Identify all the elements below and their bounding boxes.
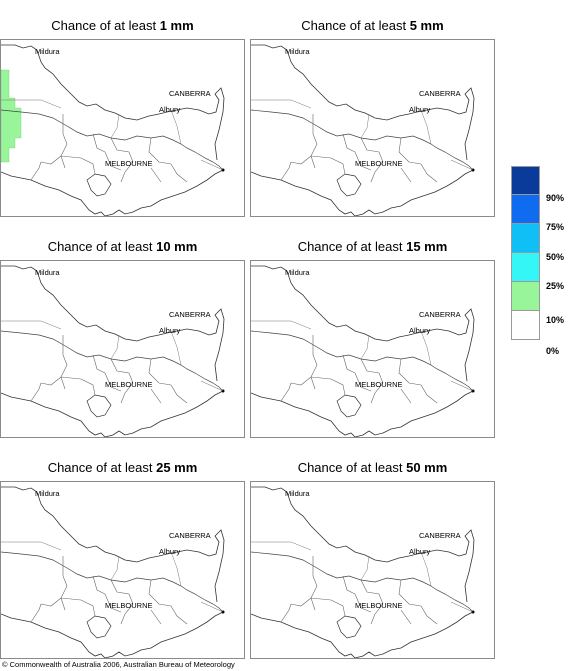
map-svg: Mildura CANBERRA Albury MELBOURNE: [251, 486, 475, 658]
panel-5mm: Chance of at least 5 mm Mildura CANBERRA…: [250, 18, 495, 218]
legend-swatch-0-10: [511, 311, 540, 340]
legend-swatch-75-90: [511, 195, 540, 224]
map-25mm: Mildura CANBERRA Albury MELBOURNE: [0, 481, 245, 659]
title-amount: 10 mm: [156, 239, 198, 254]
map-svg: Mildura CANBERRA Albury MELBOURNE: [251, 265, 475, 437]
title-prefix: Chance of at least: [47, 460, 153, 475]
map-svg: Mildura CANBERRA Albury MELBOURNE: [1, 265, 225, 437]
label-mildura: Mildura: [285, 268, 310, 277]
panel-1mm: Chance of at least 1 mm Mildura CANBERRA…: [0, 18, 245, 218]
panel-title: Chance of at least 5 mm: [250, 18, 495, 33]
map-svg: Mildura CANBERRA Albury MELBOURNE: [1, 486, 225, 658]
legend-swatch-90-100: [511, 166, 540, 195]
label-melbourne: MELBOURNE: [105, 380, 153, 389]
title-amount: 15 mm: [406, 239, 448, 254]
panel-title: Chance of at least 10 mm: [0, 239, 245, 254]
label-melbourne: MELBOURNE: [355, 601, 403, 610]
legend-tick-50: 50%: [546, 252, 565, 262]
label-canberra: CANBERRA: [169, 89, 211, 98]
label-mildura: Mildura: [285, 47, 310, 56]
title-amount: 5 mm: [409, 18, 444, 33]
label-canberra: CANBERRA: [169, 531, 211, 540]
label-canberra: CANBERRA: [419, 89, 461, 98]
label-melbourne: MELBOURNE: [105, 601, 153, 610]
legend-tick-75: 75%: [546, 222, 565, 232]
panel-15mm: Chance of at least 15 mm Mildura CANBERR…: [250, 239, 495, 439]
label-melbourne: MELBOURNE: [355, 380, 403, 389]
legend-swatch-25-50: [511, 253, 540, 282]
panel-title: Chance of at least 50 mm: [250, 460, 495, 475]
map-5mm: Mildura CANBERRA Albury MELBOURNE: [250, 39, 495, 217]
legend-swatch-10-25: [511, 282, 540, 311]
label-mildura: Mildura: [35, 47, 60, 56]
copyright-notice: © Commonwealth of Australia 2006, Austra…: [2, 660, 235, 669]
title-prefix: Chance of at least: [51, 18, 157, 33]
label-mildura: Mildura: [35, 489, 60, 498]
legend-tick-25: 25%: [546, 281, 565, 291]
label-albury: Albury: [409, 326, 431, 335]
title-prefix: Chance of at least: [297, 239, 403, 254]
legend-swatch-50-75: [511, 224, 540, 253]
label-canberra: CANBERRA: [169, 310, 211, 319]
map-svg: Mildura CANBERRA Albury MELBOURNE: [251, 44, 475, 216]
map-1mm: Mildura CANBERRA Albury MELBOURNE: [0, 39, 245, 217]
label-albury: Albury: [409, 547, 431, 556]
panel-title: Chance of at least 1 mm: [0, 18, 245, 33]
label-albury: Albury: [159, 326, 181, 335]
map-15mm: Mildura CANBERRA Albury MELBOURNE: [250, 260, 495, 438]
label-canberra: CANBERRA: [419, 310, 461, 319]
map-svg: Mildura CANBERRA Albury MELBOURNE: [1, 44, 225, 216]
title-prefix: Chance of at least: [47, 239, 153, 254]
title-amount: 25 mm: [156, 460, 198, 475]
label-albury: Albury: [159, 105, 181, 114]
label-albury: Albury: [159, 547, 181, 556]
label-albury: Albury: [409, 105, 431, 114]
label-mildura: Mildura: [285, 489, 310, 498]
label-mildura: Mildura: [35, 268, 60, 277]
panel-25mm: Chance of at least 25 mm Mildura CANBERR…: [0, 460, 245, 660]
label-canberra: CANBERRA: [419, 531, 461, 540]
shade-10-25: [1, 69, 22, 163]
panel-10mm: Chance of at least 10 mm Mildura CANBERR…: [0, 239, 245, 439]
legend: [511, 166, 540, 340]
title-amount: 50 mm: [406, 460, 448, 475]
label-melbourne: MELBOURNE: [105, 159, 153, 168]
panel-50mm: Chance of at least 50 mm Mildura CANBERR…: [250, 460, 495, 660]
title-prefix: Chance of at least: [297, 460, 403, 475]
title-prefix: Chance of at least: [301, 18, 407, 33]
map-50mm: Mildura CANBERRA Albury MELBOURNE: [250, 481, 495, 659]
legend-tick-90: 90%: [546, 193, 565, 203]
title-amount: 1 mm: [159, 18, 194, 33]
panel-title: Chance of at least 15 mm: [250, 239, 495, 254]
label-melbourne: MELBOURNE: [355, 159, 403, 168]
legend-tick-10: 10%: [546, 315, 565, 325]
map-10mm: Mildura CANBERRA Albury MELBOURNE: [0, 260, 245, 438]
legend-tick-0: 0%: [546, 346, 560, 356]
panel-title: Chance of at least 25 mm: [0, 460, 245, 475]
